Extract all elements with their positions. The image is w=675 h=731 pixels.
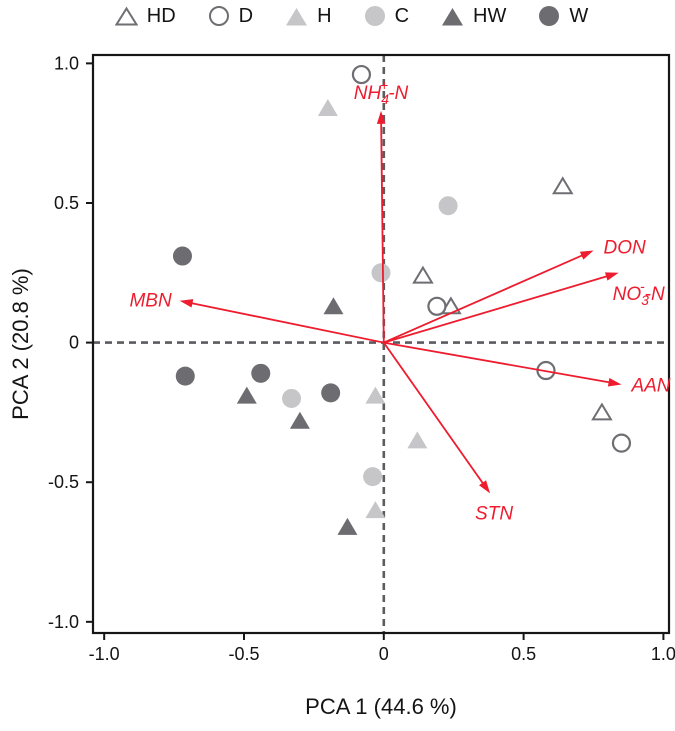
loading-label-NH4+-N: NH4+-N: [354, 77, 409, 107]
data-point-W: [321, 383, 341, 403]
x-tick-label: -0.5: [228, 644, 259, 664]
data-point-W: [251, 363, 271, 383]
data-point-C: [363, 467, 383, 487]
y-tick-label: -1.0: [48, 612, 79, 632]
data-point-C: [438, 196, 458, 216]
data-point-HW: [289, 411, 310, 429]
data-point-HD: [412, 265, 434, 284]
x-tick-label: -1.0: [89, 644, 120, 664]
loading-arrowhead-NH4+-N: [376, 110, 386, 124]
x-tick-label: 1.0: [651, 644, 675, 664]
x-tick-label: 0: [379, 644, 389, 664]
data-point-D: [611, 433, 632, 453]
data-point-H: [365, 386, 386, 404]
loading-label-DON: DON: [604, 237, 647, 258]
light-circle-icon: [364, 6, 385, 26]
data-point-H: [365, 501, 386, 519]
data-point-W: [172, 246, 192, 266]
loading-arrowhead-NO3--N: [604, 272, 619, 281]
dark-circle-icon: [539, 6, 560, 26]
loading-arrow-STN: [383, 342, 486, 486]
loading-label-STN: STN: [475, 503, 513, 524]
legend-label-hd: HD: [146, 5, 176, 27]
y-tick-label: 1.0: [54, 53, 79, 73]
loading-arrow-NH4+-N: [380, 120, 385, 343]
y-axis-title: PCA 2 (20.8 %): [8, 268, 33, 420]
legend-item-hd: HD: [114, 5, 176, 27]
legend-item-h: H: [285, 5, 332, 27]
data-point-HD: [591, 402, 613, 421]
legend-item-w: W: [538, 5, 588, 27]
legend-label-w: W: [569, 5, 589, 27]
loading-arrow-NO3--N: [383, 274, 610, 344]
data-point-HW: [323, 297, 344, 315]
y-tick-label: 0: [69, 333, 79, 353]
y-tick-label: -0.5: [48, 472, 79, 492]
data-point-D: [351, 64, 372, 85]
x-tick-label: 0.5: [511, 644, 536, 664]
data-point-D: [427, 296, 447, 316]
legend-label-hw: HW: [473, 5, 507, 27]
loading-arrowhead-STN: [479, 480, 491, 494]
light-triangle-icon: [286, 7, 308, 25]
data-point-C: [282, 388, 302, 408]
loading-arrowhead-DON: [579, 250, 594, 260]
loading-arrowhead-MBN: [179, 299, 194, 308]
data-point-W: [175, 366, 195, 386]
loading-label-NO3--N: NO3--N: [613, 278, 665, 308]
data-point-HW: [337, 517, 358, 535]
loading-arrowhead-AAN: [607, 377, 622, 387]
data-point-H: [317, 99, 338, 117]
legend: HD D H C HW: [0, 2, 675, 30]
loading-arrow-MBN: [189, 301, 384, 344]
legend-label-h: H: [317, 5, 332, 27]
open-circle-icon: [208, 6, 229, 26]
loading-arrow-DON: [383, 253, 585, 344]
legend-item-d: D: [208, 5, 253, 27]
legend-item-c: C: [364, 5, 409, 27]
data-point-H: [407, 431, 428, 449]
legend-item-hw: HW: [441, 6, 506, 27]
data-point-HW: [236, 386, 257, 404]
dark-triangle-icon: [442, 7, 464, 25]
loading-label-MBN: MBN: [129, 291, 172, 312]
open-triangle-icon: [114, 6, 138, 25]
legend-label-c: C: [394, 5, 410, 27]
data-point-C: [371, 263, 391, 283]
y-tick-label: 0.5: [54, 193, 79, 213]
plot-border: [91, 53, 671, 635]
loading-arrow-AAN: [383, 341, 612, 384]
data-point-HD: [551, 176, 574, 195]
loading-label-AAN: AAN: [630, 375, 670, 396]
legend-label-d: D: [238, 5, 254, 27]
x-axis-title: PCA 1 (44.6 %): [305, 694, 457, 719]
